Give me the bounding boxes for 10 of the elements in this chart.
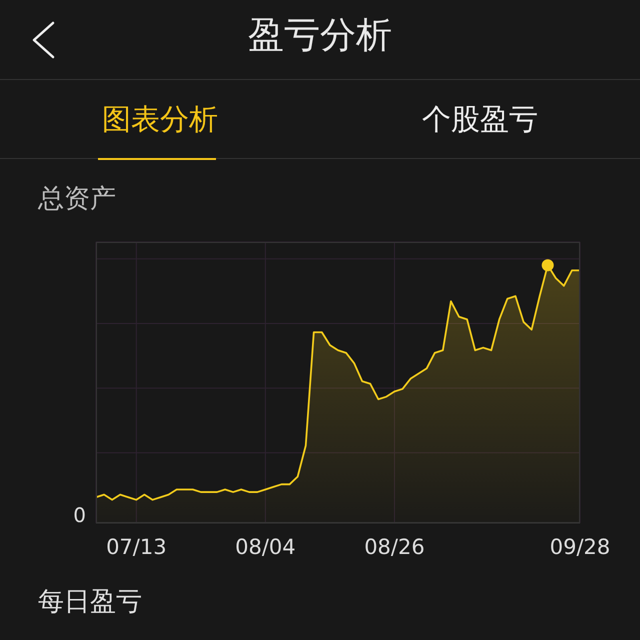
x-tick-label: 08/04 xyxy=(235,534,296,559)
x-tick-label: 09/28 xyxy=(550,534,610,559)
x-tick-label: 07/13 xyxy=(106,534,167,559)
text: 图表分析 xyxy=(101,102,219,137)
text: 每日盈亏 xyxy=(38,587,142,618)
x-tick-label: 08/26 xyxy=(364,534,425,559)
text: 盈亏分析 xyxy=(247,14,393,58)
text: 0 xyxy=(72,503,86,527)
chart-title: 总资产 xyxy=(38,184,116,216)
text: 个股盈亏 xyxy=(421,102,539,137)
